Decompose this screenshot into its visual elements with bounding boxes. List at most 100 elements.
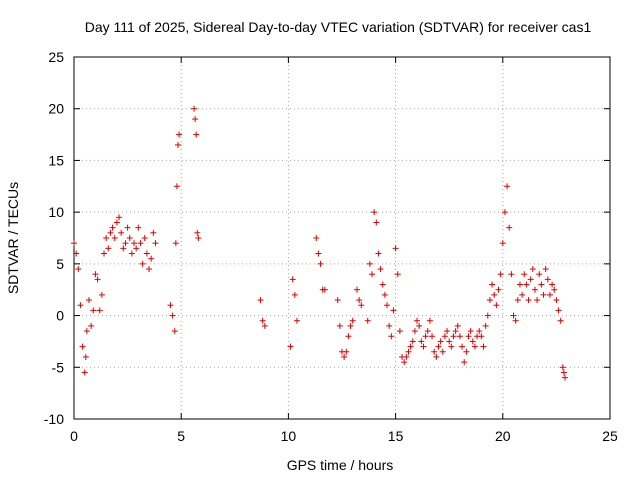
data-point [315, 250, 322, 257]
data-point [549, 281, 556, 288]
data-point [514, 297, 521, 304]
data-point [113, 219, 120, 226]
data-point [561, 374, 568, 381]
data-point [527, 276, 534, 283]
y-tick-label: -10 [44, 411, 64, 427]
data-point [369, 271, 376, 278]
data-point [109, 224, 116, 231]
data-point [336, 322, 343, 329]
data-point [489, 281, 496, 288]
y-tick-label: 0 [56, 308, 64, 324]
data-point [499, 240, 506, 247]
data-point [133, 245, 140, 252]
data-point [366, 260, 373, 267]
data-point [287, 343, 294, 350]
data-point [553, 297, 560, 304]
data-point [347, 322, 354, 329]
data-point [111, 235, 118, 241]
data-point [418, 338, 425, 345]
data-point [555, 307, 562, 314]
data-point [259, 317, 266, 324]
data-point [148, 255, 155, 262]
x-tick-label: 0 [70, 428, 78, 444]
data-point [463, 348, 470, 355]
data-point [79, 343, 86, 350]
data-point [454, 322, 461, 329]
data-point [128, 250, 135, 257]
data-point [321, 286, 328, 293]
data-point [414, 317, 421, 324]
data-point [437, 338, 444, 345]
data-point [508, 271, 515, 278]
data-point [143, 250, 150, 257]
data-point [172, 240, 179, 247]
x-tick-label: 5 [177, 428, 185, 444]
plot-frame [73, 56, 611, 420]
data-point [456, 333, 463, 340]
data-point [75, 266, 82, 273]
y-axis-label: SDTVAR / TECUs [5, 182, 21, 294]
data-point [441, 333, 448, 340]
data-point [101, 250, 108, 257]
data-point [98, 291, 105, 298]
data-point [495, 286, 502, 293]
data-point [491, 291, 498, 298]
data-point [493, 302, 500, 309]
data-point [422, 333, 429, 340]
data-point [416, 322, 423, 329]
data-point [82, 353, 89, 360]
data-point [478, 333, 485, 340]
data-point [150, 229, 157, 236]
data-point [521, 271, 528, 278]
data-point [257, 297, 264, 304]
data-point [476, 328, 483, 335]
data-point [103, 235, 110, 241]
data-point [484, 312, 491, 319]
data-point [435, 343, 442, 350]
data-point [403, 353, 410, 360]
data-point [523, 281, 530, 288]
data-point [559, 364, 566, 371]
x-tick-label: 15 [388, 428, 404, 444]
data-point [146, 266, 153, 273]
data-point [194, 229, 201, 236]
data-point [560, 369, 567, 376]
data-point [354, 286, 361, 293]
y-tick-label: 5 [56, 256, 64, 272]
y-tick-label: 15 [48, 152, 64, 168]
data-point [480, 343, 487, 350]
data-point [356, 297, 363, 304]
data-point [540, 291, 547, 298]
data-point [120, 245, 127, 252]
data-point [506, 224, 513, 231]
data-point [116, 214, 123, 221]
data-point [341, 353, 348, 360]
x-tick-label: 10 [281, 428, 297, 444]
data-point [546, 291, 553, 298]
data-point [90, 307, 97, 314]
data-point [486, 297, 493, 304]
data-point [77, 302, 84, 309]
data-point [96, 307, 103, 314]
data-point [192, 116, 199, 123]
data-point [124, 224, 131, 231]
data-point [525, 297, 532, 304]
data-point [289, 276, 296, 283]
data-point [317, 260, 324, 267]
data-point [343, 348, 350, 355]
data-point [71, 240, 77, 247]
data-point [426, 317, 433, 324]
data-point [126, 235, 133, 241]
data-point [465, 333, 472, 340]
data-point [396, 328, 403, 335]
data-point [497, 271, 504, 278]
data-point [364, 317, 371, 324]
data-point [139, 260, 146, 267]
data-point [409, 338, 416, 345]
data-point [176, 131, 183, 138]
data-point [195, 235, 202, 241]
data-point [394, 271, 401, 278]
data-point [92, 271, 99, 278]
data-point [73, 250, 80, 257]
